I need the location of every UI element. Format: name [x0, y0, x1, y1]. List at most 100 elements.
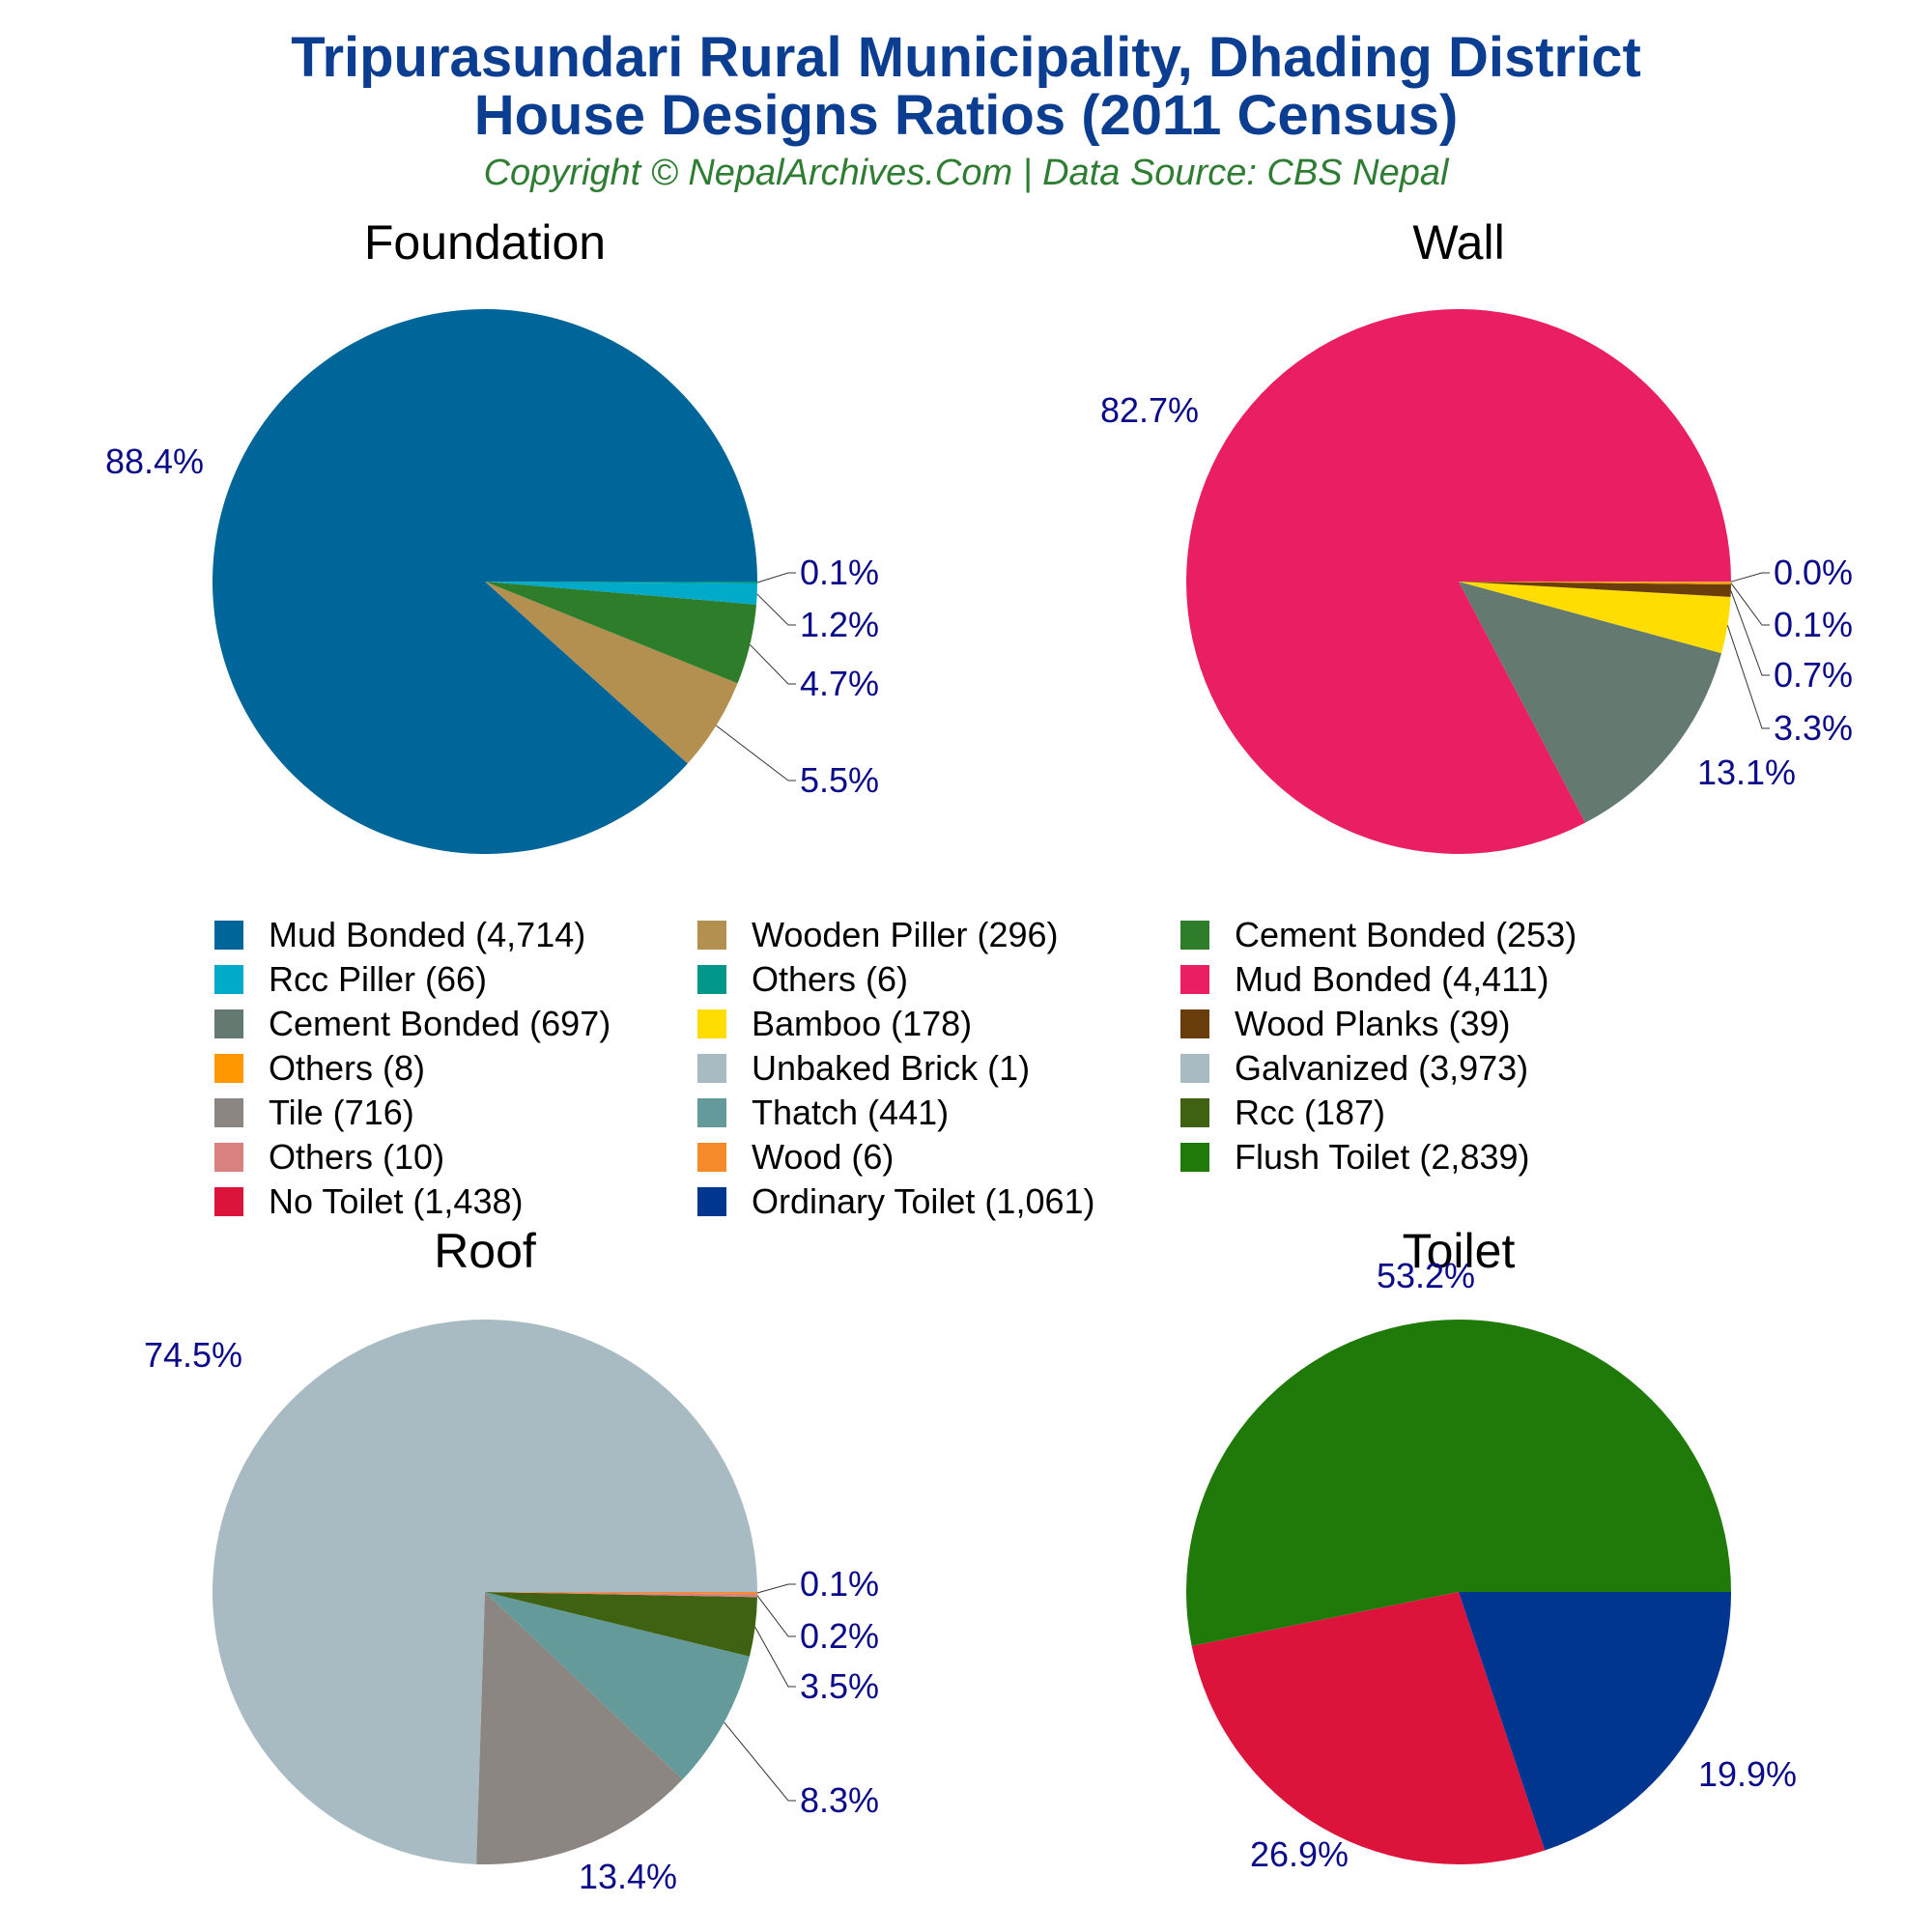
legend-label: Others (6): [752, 959, 909, 999]
pie-slice: [485, 582, 757, 583]
legend-label: Bamboo (178): [752, 1004, 973, 1043]
pie-slice: [485, 582, 757, 605]
slice-label: 0.7%: [1774, 655, 1853, 695]
legend-label: Ordinary Toilet (1,061): [752, 1181, 1095, 1221]
legend-label: No Toilet (1,438): [269, 1181, 524, 1221]
legend-item: Flush Toilet (2,839): [1180, 1137, 1721, 1177]
legend-swatch: [697, 1187, 726, 1216]
pie-slice: [212, 1320, 757, 1864]
slice-label: 13.4%: [579, 1857, 677, 1896]
legend-item: Mud Bonded (4,714): [214, 915, 697, 954]
leader-line: [1730, 572, 1770, 582]
legend-item: Wood Planks (39): [1180, 1004, 1721, 1043]
chart-title-line2: House Designs Ratios (2011 Census): [473, 84, 1459, 147]
slice-label: 74.5%: [144, 1335, 242, 1375]
leader-line: [749, 643, 796, 685]
pie-title: Roof: [434, 1224, 536, 1278]
legend-label: Wood Planks (39): [1235, 1004, 1511, 1043]
legend-swatch: [214, 1098, 243, 1127]
legend-swatch: [697, 1143, 726, 1172]
legend-item: No Toilet (1,438): [214, 1181, 697, 1221]
leader-line: [716, 724, 796, 781]
pie-slice: [485, 582, 738, 764]
pie-slice: [485, 582, 756, 684]
legend-swatch: [1180, 1143, 1209, 1172]
leader-line: [754, 1627, 796, 1688]
legend: Mud Bonded (4,714) Wooden Piller (296) Cem…: [214, 915, 1721, 1221]
slice-label: 0.2%: [800, 1616, 879, 1656]
pie-slice: [1459, 582, 1731, 597]
slice-label: 53.2%: [1377, 1256, 1475, 1295]
pie-slice: [1191, 1592, 1546, 1864]
legend-item: Mud Bonded (4,411): [1180, 959, 1721, 999]
pie-slice: [1186, 1319, 1731, 1647]
legend-swatch: [214, 1054, 243, 1083]
legend-item: Unbaked Brick (1): [697, 1048, 1180, 1088]
slice-label: 82.7%: [1100, 390, 1199, 430]
slice-label: 13.1%: [1697, 753, 1796, 792]
slice-label: 0.1%: [800, 1564, 879, 1604]
legend-swatch: [1180, 1054, 1209, 1083]
legend-label: Unbaked Brick (1): [752, 1048, 1031, 1088]
legend-label: Galvanized (3,973): [1235, 1048, 1529, 1088]
legend-swatch: [697, 921, 726, 950]
legend-item: Thatch (441): [697, 1093, 1180, 1132]
slice-label: 1.2%: [800, 605, 879, 644]
legend-swatch: [214, 965, 243, 994]
slice-label: 5.5%: [800, 760, 879, 800]
slice-label: 8.3%: [800, 1780, 879, 1820]
legend-swatch: [214, 921, 243, 950]
legend-swatch: [1180, 1098, 1209, 1127]
slice-label: 88.4%: [105, 441, 204, 481]
leader-line: [756, 572, 796, 583]
legend-item: Rcc Piller (66): [214, 959, 697, 999]
legend-item: Bamboo (178): [697, 1004, 1180, 1043]
legend-swatch: [1180, 921, 1209, 950]
leader-line: [756, 1583, 796, 1594]
legend-label: Flush Toilet (2,839): [1235, 1137, 1530, 1177]
leader-line: [1730, 582, 1770, 626]
legend-swatch: [697, 1009, 726, 1038]
legend-item: Cement Bonded (253): [1180, 915, 1721, 954]
legend-swatch: [697, 1098, 726, 1127]
leader-line: [724, 1721, 796, 1802]
pie-slice: [485, 1592, 757, 1598]
pie-slice: [1459, 582, 1722, 823]
legend-swatch: [697, 965, 726, 994]
legend-swatch: [214, 1187, 243, 1216]
legend-swatch: [214, 1143, 243, 1172]
legend-item: Wood (6): [697, 1137, 1180, 1177]
pie-slice: [485, 1592, 750, 1780]
pie-slice: [1459, 582, 1731, 654]
leader-line: [1726, 625, 1770, 729]
chart-subtitle: Copyright © NepalArchives.Com | Data Sou…: [483, 153, 1449, 193]
legend-swatch: [697, 1054, 726, 1083]
legend-item: Others (8): [214, 1048, 697, 1088]
legend-item: Rcc (187): [1180, 1093, 1721, 1132]
legend-item: Galvanized (3,973): [1180, 1048, 1721, 1088]
chart-title-line1: Tripurasundari Rural Municipality, Dhadi…: [291, 26, 1641, 89]
pie-title: Wall: [1412, 215, 1504, 270]
legend-item: Cement Bonded (697): [214, 1004, 697, 1043]
pie-slice: [1459, 1592, 1731, 1851]
leader-line: [756, 593, 796, 626]
legend-item: Wooden Piller (296): [697, 915, 1180, 954]
legend-label: Thatch (441): [752, 1093, 950, 1132]
slice-label: 26.9%: [1250, 1834, 1349, 1874]
legend-label: Rcc (187): [1235, 1093, 1386, 1132]
slice-label: 0.1%: [800, 553, 879, 592]
slice-label: 3.3%: [1774, 708, 1853, 748]
slice-label: 19.9%: [1698, 1754, 1797, 1794]
slice-label: 4.7%: [800, 664, 879, 703]
legend-label: Cement Bonded (697): [269, 1004, 611, 1043]
pie-slice: [213, 308, 757, 854]
legend-label: Wood (6): [752, 1137, 895, 1177]
legend-item: Tile (716): [214, 1093, 697, 1132]
pie-slice: [1185, 309, 1731, 855]
pie-title: Toilet: [1403, 1224, 1516, 1278]
legend-label: Mud Bonded (4,411): [1235, 959, 1549, 999]
legend-swatch: [214, 1009, 243, 1038]
pie-title: Foundation: [364, 215, 606, 270]
legend-label: Others (8): [269, 1048, 426, 1088]
